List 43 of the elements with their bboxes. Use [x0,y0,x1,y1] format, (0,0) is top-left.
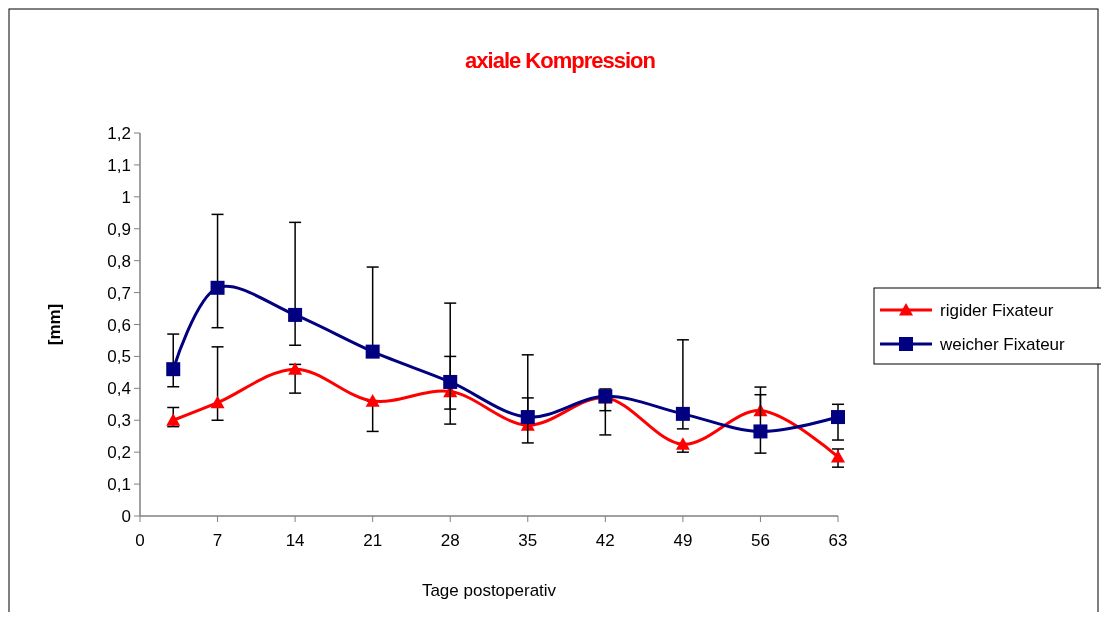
x-tick-label: 42 [595,531,615,550]
x-tick-label: 56 [750,531,770,550]
x-tick-label: 0 [135,531,145,550]
x-tick-label: 63 [828,531,848,550]
legend-label: rigider Fixateur [940,301,1054,320]
point [288,362,303,375]
y-tick-label: 1,2 [107,124,131,143]
point [365,344,380,359]
point [831,449,845,463]
point [210,280,225,295]
legend-label: weicher Fixateur [939,335,1066,354]
y-tick-label: 0,7 [107,283,131,303]
x-tick-label: 28 [440,531,460,550]
point [166,362,181,377]
point [443,374,458,389]
point [210,395,225,409]
point [831,410,845,425]
y-tick-label: 0,9 [107,219,131,239]
x-tick-label: 14 [285,531,305,550]
x-tick-label: 35 [518,531,538,550]
point [675,406,690,421]
y-tick-label: 0,5 [107,347,131,367]
x-axis-title: Tage postoperativ [421,581,557,600]
point [520,410,535,425]
y-tick-label: 0 [121,507,131,526]
y-tick-label: 0,6 [107,315,131,335]
y-tick-label: 1,1 [107,155,131,175]
y-tick-label: 0,8 [107,251,131,271]
y-tick-label: 0,4 [107,379,131,399]
x-tick-label: 7 [212,531,223,550]
x-tick-label: 49 [673,531,693,550]
point [288,307,303,322]
point [753,424,768,439]
x-tick-label: 21 [363,531,383,550]
y-axis-title: [mm] [45,303,64,346]
point [675,437,690,450]
y-tick-label: 0,1 [107,475,131,495]
point [166,413,181,426]
point [365,394,380,407]
y-tick-label: 0,3 [107,411,131,431]
y-tick-label: 0,2 [107,443,131,463]
y-tick-label: 1 [121,187,131,207]
chart-title: axiale Kompression [465,48,656,73]
